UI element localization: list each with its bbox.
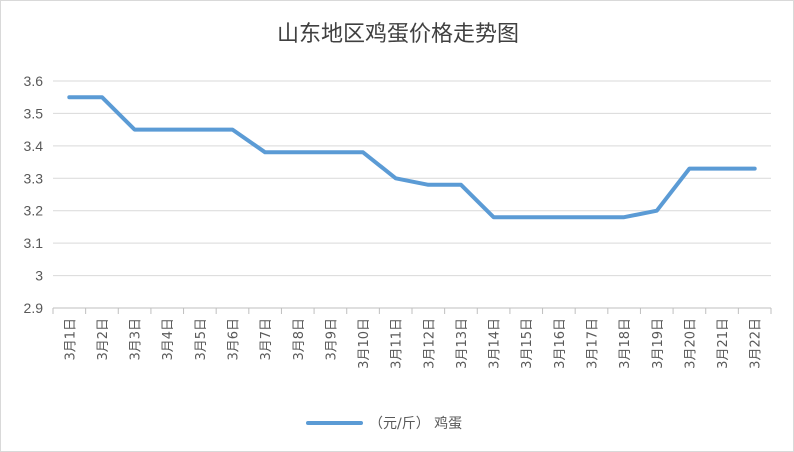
x-tick-label: 3月3日 [129, 318, 144, 361]
y-axis: 3.6 3.5 3.4 3.3 3.2 3.1 3 2.9 [24, 73, 44, 316]
x-tick-label: 3月9日 [324, 318, 339, 361]
x-tick-label: 3月22日 [749, 318, 764, 369]
x-tick-label: 3月11日 [390, 318, 405, 369]
x-tick-label: 3月18日 [618, 318, 633, 369]
x-tick-label: 3月17日 [586, 318, 601, 369]
grid-lines [53, 80, 771, 309]
x-tick-label: 3月10日 [357, 318, 372, 369]
x-tick-label: 3月7日 [259, 318, 274, 361]
x-axis: 3月1日 3月2日 3月3日 3月4日 3月5日 3月6日 3月7日 3月8日 3月9日 3月10… [52, 308, 772, 369]
x-tick-label: 3月5日 [194, 318, 209, 361]
x-tick-label: 3月6日 [227, 318, 242, 361]
x-tick-label: 3月8日 [292, 318, 307, 361]
y-tick-label: 3.1 [24, 235, 44, 251]
legend-label: （元/斤） 鸡蛋 [369, 415, 462, 432]
y-tick-label: 3 [35, 268, 43, 284]
x-tick-label: 3月14日 [488, 318, 503, 369]
series-layer [67, 95, 757, 220]
x-tick-label: 3月20日 [683, 318, 698, 369]
chart-title: 山东地区鸡蛋价格走势图 [277, 22, 519, 47]
x-tick-label: 3月19日 [651, 318, 666, 369]
x-tick-label: 3月12日 [422, 318, 437, 369]
x-tick-label: 3月13日 [455, 318, 470, 369]
x-tick-label: 3月21日 [716, 318, 731, 369]
y-tick-label: 3.4 [24, 138, 44, 154]
x-tick-label: 3月15日 [520, 318, 535, 369]
y-tick-label: 3.2 [24, 203, 44, 219]
x-tick-label: 3月2日 [96, 318, 111, 361]
legend: （元/斤） 鸡蛋 [306, 415, 462, 432]
y-tick-label: 3.3 [24, 170, 44, 186]
y-tick-label: 3.6 [24, 73, 44, 89]
x-tick-label: 3月4日 [161, 318, 176, 361]
y-tick-label: 3.5 [24, 105, 44, 121]
series-line [67, 95, 757, 220]
y-tick-label: 2.9 [24, 300, 44, 316]
x-tick-label: 3月1日 [63, 318, 78, 361]
x-tick-label: 3月16日 [553, 318, 568, 369]
